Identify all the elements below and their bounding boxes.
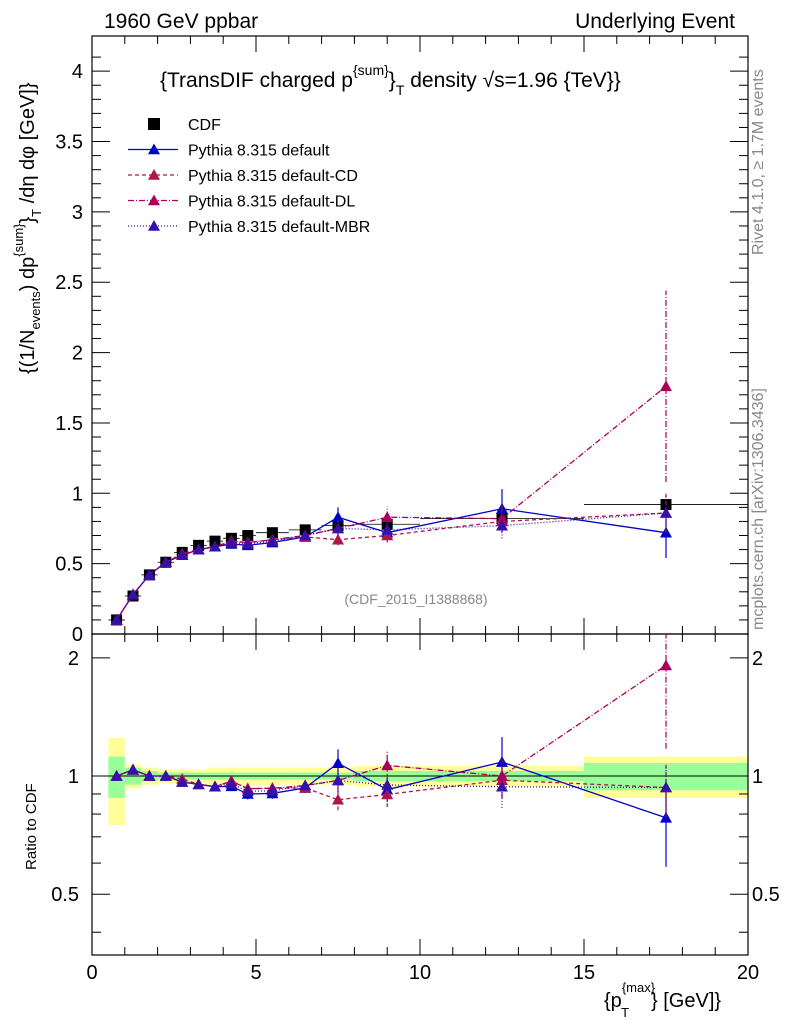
series-point (332, 522, 344, 534)
legend-marker (148, 143, 160, 155)
series-point (266, 535, 279, 546)
series-point (110, 613, 123, 625)
legend-label: Pythia 8.315 default-DL (188, 194, 355, 211)
series-point (225, 536, 238, 548)
main-series (108, 290, 748, 626)
ratio-point (332, 793, 344, 805)
y-axis-label: {(1/Nevents) dp{sum}}T /dη dφ [GeV]} (11, 82, 44, 374)
legend-marker (148, 169, 160, 180)
ratio-point (176, 775, 189, 787)
ratio-point (299, 779, 312, 791)
y-tick-label: 1.5 (55, 413, 83, 435)
x-tick-label: 5 (250, 962, 261, 984)
legend: CDF Pythia 8.315 default Pythia 8.315 defa… (128, 117, 370, 236)
ratio-uncertainty-bands (108, 737, 748, 826)
ratio-point (225, 777, 238, 789)
series-point (660, 380, 672, 392)
ratio-tick-label-left: 0.5 (51, 884, 79, 906)
ratio-point (660, 659, 672, 671)
series-point (299, 529, 312, 541)
y-tick-label: 2.5 (55, 272, 83, 294)
legend-label: Pythia 8.315 default (188, 143, 330, 160)
legend-label: Pythia 8.315 default-CD (188, 168, 358, 185)
y-tick-label: 0.5 (55, 554, 83, 576)
ratio-point (241, 785, 254, 797)
ratio-tick-label-left: 1 (68, 766, 79, 788)
legend-label: CDF (188, 117, 221, 134)
ratio-point (496, 770, 508, 781)
ratio-tick-label-right: 2 (752, 648, 763, 670)
series-point (332, 533, 344, 545)
series-point (381, 511, 394, 523)
series-point (176, 549, 189, 561)
series-point (159, 556, 172, 568)
ratio-point (381, 759, 394, 771)
ratio-point (381, 778, 394, 790)
axis-ticks: 0 5 10 15 20 0 0.5 1 1.5 2 2.5 3 3.5 4 0.5 0.5 1 1 2 2 (51, 36, 780, 984)
plot-title: {TransDIF charged p{sum}}T density √s=1.… (160, 62, 621, 98)
legend-marker (148, 194, 160, 206)
series-line (116, 385, 667, 621)
y-tick-label: 1 (72, 483, 83, 505)
ratio-point (110, 770, 123, 781)
legend-marker (148, 220, 160, 231)
series-point (496, 512, 508, 524)
series-point (192, 543, 205, 555)
ratio-point (192, 778, 205, 790)
ratio-point (332, 774, 344, 786)
legend-marker-cdf (148, 118, 160, 130)
x-axis-label: {p{max} T} [GeV]} (604, 980, 721, 1020)
series-point (332, 511, 344, 523)
ratio-y-axis-label: Ratio to CDF (23, 783, 40, 870)
series-point (660, 506, 672, 518)
ratio-tick-label-right: 1 (752, 766, 763, 788)
y-tick-label: 4 (72, 61, 83, 83)
header-right: Underlying Event (575, 10, 735, 33)
ratio-point (266, 784, 279, 796)
series-point (209, 540, 221, 552)
y-tick-label: 3.5 (55, 132, 83, 154)
x-tick-label: 10 (409, 962, 431, 984)
x-tick-label: 20 (737, 962, 759, 984)
x-tick-label: 0 (86, 962, 97, 984)
y-tick-label: 2 (72, 343, 83, 365)
ratio-point (660, 781, 672, 793)
legend-label: Pythia 8.315 default-MBR (188, 219, 370, 236)
ratio-point (143, 770, 156, 781)
cdf-point (242, 530, 254, 542)
series-point (381, 529, 394, 541)
mcplots-label: mcplots.cern.ch [arXiv:1306.3436] (750, 388, 767, 630)
ratio-point (496, 780, 508, 792)
rivet-label: Rivet 4.1.0, ≥ 1.7M events (750, 69, 767, 255)
series-point (381, 523, 394, 535)
x-tick-label: 15 (573, 962, 595, 984)
series-point (127, 588, 139, 600)
ratio-point (332, 757, 344, 769)
ratio-tick-label-right: 0.5 (752, 884, 780, 906)
ratio-point (127, 763, 139, 775)
series-point (496, 519, 508, 531)
series-point (241, 537, 254, 549)
series-point (143, 568, 156, 580)
ratio-point (159, 770, 172, 781)
header-left: 1960 GeV ppbar (104, 10, 258, 33)
ratio-point (209, 780, 221, 792)
analysis-label: (CDF_2015_I1388868) (344, 591, 487, 607)
y-tick-label: 0 (72, 624, 83, 646)
ratio-series (110, 634, 672, 867)
y-tick-label: 3 (72, 202, 83, 224)
cdf-point (266, 527, 278, 539)
ratio-tick-label-left: 2 (68, 648, 79, 670)
